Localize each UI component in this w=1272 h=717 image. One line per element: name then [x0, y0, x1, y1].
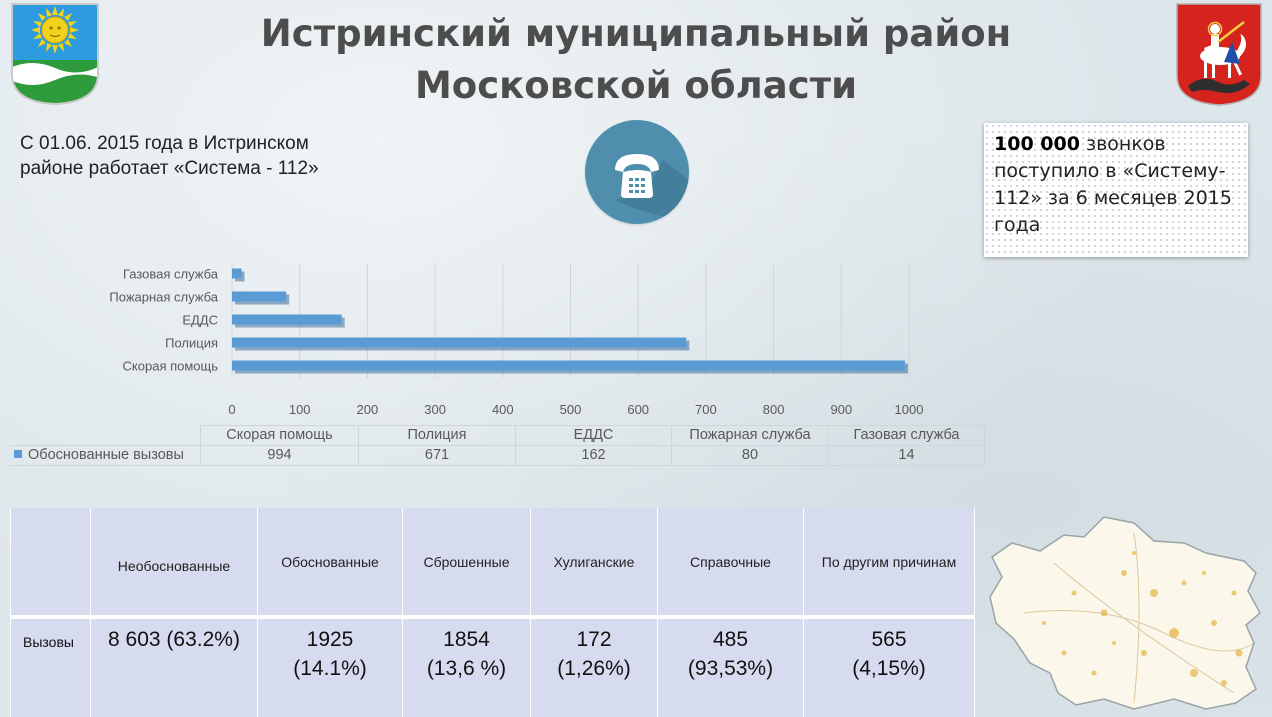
intro-line-1: С 01.06. 2015 года в Истринском — [20, 133, 309, 154]
x-tick-label: 100 — [289, 402, 311, 417]
category-label: Газовая служба — [123, 267, 219, 282]
stats-value: 1854 — [443, 628, 490, 651]
stats-percent: (13,6 %) — [426, 657, 507, 680]
x-tick-label: 700 — [695, 402, 717, 417]
stats-value-cell: 1925 (14.1%) — [257, 617, 403, 717]
calls-summary-box: 100 000 звонков поступило в «Систему- 11… — [984, 123, 1248, 257]
bar — [232, 337, 687, 348]
calls-count-suffix: звонков — [1079, 133, 1166, 155]
stats-percent: (14.1%) — [293, 657, 367, 680]
stats-header-cell: По другим причинам — [803, 508, 975, 617]
bar — [232, 291, 287, 302]
data-table-header: Пожарная служба — [671, 425, 829, 446]
x-tick-label: 600 — [627, 402, 649, 417]
stats-header-corner — [10, 508, 91, 617]
x-tick-label: 400 — [492, 402, 514, 417]
data-table-header: ЕДДС — [515, 425, 672, 446]
x-tick-label: 200 — [357, 402, 379, 417]
stats-value: 8 603 (63.2%) — [108, 628, 240, 651]
data-table-value: 671 — [358, 445, 516, 466]
category-label: Пожарная служба — [109, 290, 218, 305]
calls-line-2: поступило в «Систему- — [994, 160, 1226, 182]
stats-percent: (1,26%) — [557, 657, 631, 680]
stats-values-row: Вызовы 8 603 (63.2%) 1925 (14.1%) 1854 (13… — [10, 617, 975, 717]
data-table-value: 162 — [515, 445, 672, 466]
data-table-legend: Обоснованные вызовы — [10, 445, 201, 466]
stats-header-row: Необоснованные Обоснованные Сброшенные Х… — [10, 508, 975, 617]
calls-stats-table: Необоснованные Обоснованные Сброшенные Х… — [10, 508, 975, 717]
stats-header-cell: Хулиганские — [530, 508, 658, 617]
data-table-value: 14 — [828, 445, 985, 466]
justified-calls-chart: 0 100 200 300 400 500 600 700 800 900 1000 Скорая п… — [109, 263, 924, 417]
calls-line-4: года — [994, 214, 1041, 236]
stats-percent: (93,53%) — [687, 657, 774, 680]
intro-line-2: районе работает «Система - 112» — [20, 158, 319, 179]
calls-count: 100 000 — [994, 133, 1080, 155]
x-tick-label: 800 — [763, 402, 785, 417]
category-label: ЕДДС — [182, 313, 218, 328]
data-table-header-row: Скорая помощь Полиция ЕДДС Пожарная служ… — [10, 425, 985, 446]
x-tick-label: 500 — [560, 402, 582, 417]
stats-value-cell: 1854 (13,6 %) — [402, 617, 531, 717]
data-table-header: Газовая служба — [828, 425, 985, 446]
x-tick-label: 300 — [424, 402, 446, 417]
data-table-corner — [10, 426, 201, 446]
stats-value: 485 — [712, 628, 749, 651]
legend-label: Обоснованные вызовы — [28, 447, 184, 463]
data-table-value: 994 — [200, 445, 359, 466]
chart-data-table: Скорая помощь Полиция ЕДДС Пожарная служ… — [10, 425, 985, 466]
stats-percent: (4,15%) — [852, 657, 926, 680]
system-112-intro: С 01.06. 2015 года в Истринском районе р… — [20, 131, 360, 181]
bar — [232, 268, 242, 279]
x-tick-label: 0 — [228, 402, 235, 417]
bar — [232, 314, 342, 325]
istra-district-map-icon — [989, 516, 1261, 710]
stats-value-cell: 8 603 (63.2%) — [90, 617, 258, 717]
x-tick-label: 900 — [830, 402, 852, 417]
stats-value: 1925 — [306, 628, 354, 651]
moscow-oblast-coat-of-arms-icon — [1176, 3, 1262, 106]
x-tick-label: 1000 — [895, 402, 924, 417]
stats-value-cell: 172 (1,26%) — [530, 617, 658, 717]
title-line-1: Истринский муниципальный район — [260, 12, 1012, 55]
category-label: Скорая помощь — [123, 359, 219, 374]
stats-header-cell: Справочные — [657, 508, 804, 617]
title-line-2: Московской области — [414, 64, 857, 107]
calls-line-1: 100 000 звонков — [994, 131, 1248, 158]
stats-value-cell: 565 (4,15%) — [803, 617, 975, 717]
telephone-icon — [585, 120, 689, 224]
stats-value: 565 — [871, 628, 907, 651]
data-table-header: Скорая помощь — [200, 425, 359, 446]
stats-value-cell: 485 (93,53%) — [657, 617, 804, 717]
page-title: Истринский муниципальный район Московско… — [110, 8, 1162, 112]
legend-swatch — [14, 450, 22, 458]
stats-header-cell: Обоснованные — [257, 508, 403, 617]
data-table-value: 80 — [671, 445, 829, 466]
stats-row-label: Вызовы — [10, 617, 91, 717]
data-table-header: Полиция — [358, 425, 516, 446]
stats-header-cell: Необоснованные — [90, 508, 258, 617]
istra-coat-of-arms-icon — [11, 3, 99, 106]
category-label: Полиция — [165, 336, 218, 351]
bar — [232, 360, 905, 371]
data-table-values-row: Обоснованные вызовы 994 671 162 80 14 — [10, 445, 985, 466]
calls-line-3: 112» за 6 месяцев 2015 — [994, 187, 1232, 209]
stats-header-cell: Сброшенные — [402, 508, 531, 617]
stats-value: 172 — [576, 628, 612, 651]
